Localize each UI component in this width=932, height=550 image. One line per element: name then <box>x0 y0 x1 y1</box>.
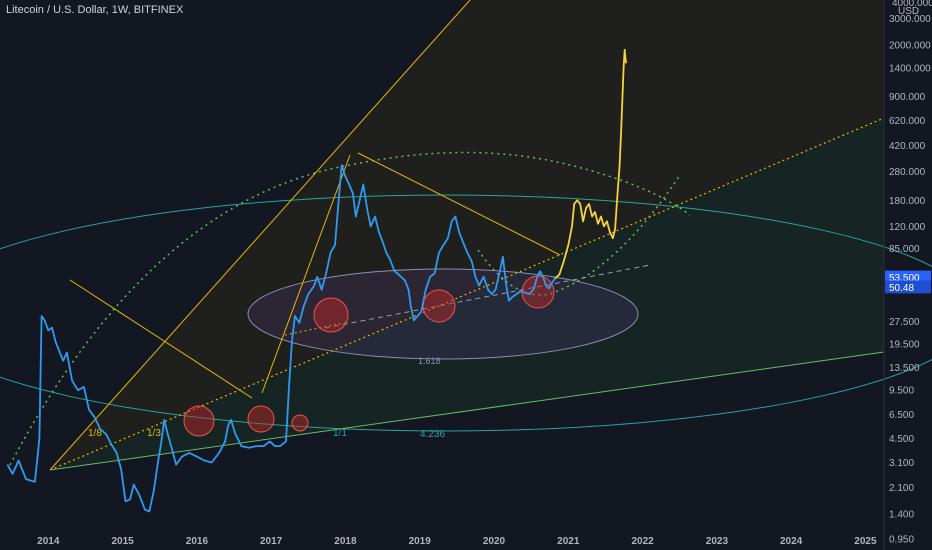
trend-line-2018-decline[interactable] <box>357 152 561 256</box>
fib-arc-small-dotted[interactable] <box>477 174 681 296</box>
price-tick-15: 4.500 <box>889 434 914 445</box>
price-axis[interactable]: 4000.000 USD 3000.000 2000.000 1400.000 900… <box>883 0 932 550</box>
price-tick-11: 19.500 <box>889 339 920 350</box>
price-axis-top-partial: 4000.000 <box>892 0 932 9</box>
highlight-circle-2020[interactable] <box>521 275 555 309</box>
time-tick-10: 2024 <box>780 536 803 547</box>
trend-line-2014-decline[interactable] <box>69 279 253 399</box>
price-tick-3: 900.000 <box>889 92 926 103</box>
price-tick-18: 1.400 <box>889 509 914 520</box>
time-tick-5: 2019 <box>409 536 432 547</box>
price-badge-label-1: 50.48 <box>889 283 914 294</box>
time-tick-2: 2016 <box>186 536 209 547</box>
time-tick-0: 2014 <box>37 536 60 547</box>
regression-line-dashed[interactable] <box>324 264 651 329</box>
time-tick-9: 2023 <box>706 536 729 547</box>
fib-ratio-labels: 1/8 1/3 1/1 1.618 4.236 <box>88 356 445 440</box>
time-tick-4: 2018 <box>334 536 357 547</box>
time-ticks: 2014 2015 2016 2017 2018 2019 2020 2021 2022 2023… <box>37 536 877 547</box>
highlight-circle-2016[interactable] <box>247 405 275 433</box>
price-tick-8: 120.000 <box>889 222 926 233</box>
price-badge-1 <box>885 280 931 294</box>
currency-label: USD <box>898 6 919 17</box>
price-tick-2: 1400.000 <box>889 63 931 74</box>
drawing-tools[interactable] <box>0 0 932 471</box>
price-tick-16: 3.100 <box>889 458 914 469</box>
price-tick-10: 27.500 <box>889 317 920 328</box>
price-tick-13: 9.500 <box>889 386 914 397</box>
trend-line-short[interactable] <box>284 321 349 336</box>
price-tick-1: 2000.000 <box>889 40 931 51</box>
fib-ellipse-1618[interactable] <box>247 268 639 360</box>
highlight-circle-2015[interactable] <box>183 405 215 437</box>
price-ticks: 3000.000 2000.000 1400.000 900.000 620.000 42… <box>889 14 931 545</box>
highlight-circle-2016b[interactable] <box>291 414 309 432</box>
series-layer <box>6 48 628 513</box>
price-tick-14: 6.500 <box>889 410 914 421</box>
fib-fan-line-1-1[interactable] <box>49 117 885 471</box>
time-tick-6: 2020 <box>483 536 506 547</box>
highlight-circle-2018[interactable] <box>422 289 456 323</box>
series-line-0 <box>6 164 556 513</box>
ratio-label-1-1: 1/1 <box>333 428 347 439</box>
price-tick-7: 180.000 <box>889 196 926 207</box>
fib-arc-dotted[interactable] <box>9 151 691 466</box>
time-tick-3: 2017 <box>260 536 283 547</box>
series-line-1 <box>554 48 628 280</box>
price-tick-4: 620.000 <box>889 116 926 127</box>
price-tick-6: 280.000 <box>889 167 926 178</box>
time-tick-11: 2025 <box>854 536 877 547</box>
ratio-label-1-8: 1/8 <box>88 428 102 439</box>
ratio-label-1618: 1.618 <box>418 356 441 366</box>
fib-fan-wedge-fill <box>50 0 884 470</box>
chart-title: Litecoin / U.S. Dollar, 1W, BITFINEX <box>6 4 184 16</box>
trend-line-2017-rise[interactable] <box>261 154 351 394</box>
price-tick-0: 3000.000 <box>889 14 931 25</box>
fib-ellipse-4236[interactable] <box>0 194 932 432</box>
price-tick-5: 420.000 <box>889 141 926 152</box>
ratio-label-1-3: 1/3 <box>147 428 161 439</box>
price-tick-12: 13.500 <box>889 363 920 374</box>
time-axis[interactable]: 2014 2015 2016 2017 2018 2019 2020 2021 2022 2023… <box>37 536 877 547</box>
highlight-circle-2017[interactable] <box>313 297 349 333</box>
price-tick-17: 2.100 <box>889 483 914 494</box>
time-tick-1: 2015 <box>111 536 134 547</box>
price-badge-0 <box>885 270 931 284</box>
price-tick-9: 85.000 <box>889 244 920 255</box>
price-badge-label-0: 53.500 <box>889 273 920 284</box>
fib-fan-line-bottom[interactable] <box>49 351 885 471</box>
time-tick-8: 2022 <box>631 536 654 547</box>
ratio-label-4236: 4.236 <box>420 429 445 440</box>
price-tick-19: 0.950 <box>889 534 914 545</box>
fib-fan-line-1-8[interactable] <box>49 0 471 471</box>
time-tick-7: 2021 <box>557 536 580 547</box>
